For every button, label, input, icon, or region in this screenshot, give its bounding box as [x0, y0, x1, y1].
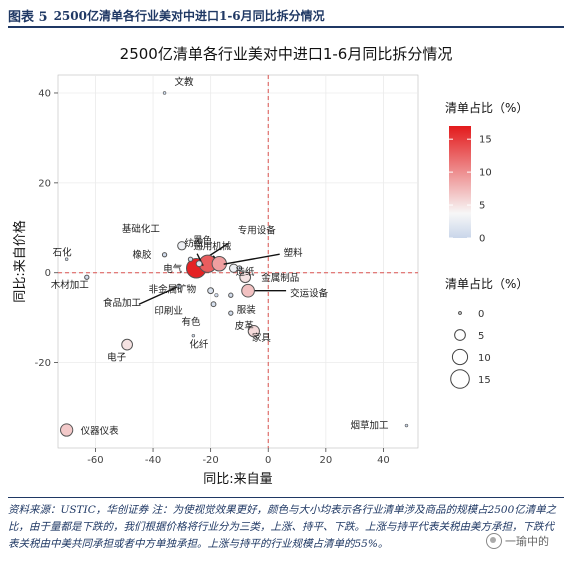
color-legend-label: 10: [479, 168, 492, 179]
point-label: 有色: [182, 316, 202, 328]
point-label: 印刷业: [154, 305, 183, 317]
point-label: 塑料: [284, 247, 304, 259]
size-legend-label: 5: [478, 331, 484, 342]
data-point: [84, 274, 90, 280]
data-point: [241, 283, 255, 298]
point-label: 文教: [175, 76, 195, 88]
data-point: [214, 293, 219, 298]
x-axis-title: 同比:来自量: [203, 472, 272, 487]
size-legend-label: 15: [478, 375, 491, 386]
watermark-text: 一瑜中的: [505, 535, 549, 548]
x-tick-label: 0: [265, 455, 271, 466]
data-point: [239, 271, 252, 284]
point-label: 非金属矿物: [149, 284, 197, 296]
y-tick-label: 0: [45, 268, 51, 279]
data-point: [228, 310, 234, 316]
y-tick-label: 40: [38, 88, 51, 99]
x-tick-label: 40: [377, 455, 390, 466]
scatter-chart: 2500亿清单各行业美对中进口1-6月同比拆分情况 -60 -40 -20 0 20 40…: [12, 45, 528, 487]
data-point: [247, 325, 260, 338]
data-point: [121, 338, 133, 351]
figure-label: 图表 5: [8, 9, 48, 25]
size-legend-label: 0: [478, 309, 484, 320]
point-label: 服装: [237, 304, 257, 316]
point-label: 石化: [53, 246, 73, 258]
point-label: 烟草加工: [350, 420, 389, 432]
x-tick-label: -40: [145, 455, 161, 466]
size-legend-label: 10: [478, 353, 491, 364]
point-label: 仪器仪表: [81, 425, 120, 437]
point-label: 电气: [163, 263, 183, 275]
figure-title: 2500亿清单各行业美对中进口1-6月同比拆分情况: [53, 8, 325, 23]
data-point: [404, 423, 409, 428]
source-note: 资料来源：USTIC，华创证券 注：为使视觉效果更好，颜色与大小均表示各行业清单…: [8, 504, 557, 550]
y-tick-label: -20: [35, 358, 51, 369]
point-label: 基础化工: [122, 223, 161, 235]
header-divider: [8, 26, 564, 28]
figure-header: 图表 5 2500亿清单各行业美对中进口1-6月同比拆分情况: [8, 4, 564, 26]
point-label: 黑色: [193, 235, 213, 247]
wechat-logo-icon: [486, 533, 502, 549]
point-label: 电子: [107, 352, 127, 364]
size-legend-key: [454, 329, 466, 341]
legends: 清单占比（%） 15 10 5 0 清单占比（%） 0 5 10 15: [445, 100, 528, 389]
point-label: 交运设备: [290, 288, 329, 300]
source-divider: [8, 497, 564, 498]
data-point: [161, 252, 168, 258]
data-point: [176, 283, 182, 289]
point-label: 通用机械: [193, 241, 232, 253]
data-point: [191, 333, 196, 338]
point-label: 家具: [252, 332, 272, 344]
plot-area: -60 -40 -20 0 20 40 -20 0 20 40 同比:来自量 同比:来自价格 文教石化木…: [12, 74, 419, 487]
x-tick-label: 20: [319, 455, 332, 466]
point-label: 金属制品: [261, 272, 299, 284]
size-legend-key: [458, 311, 462, 315]
color-legend-label: 5: [479, 201, 485, 212]
leader-line: [223, 253, 280, 265]
data-point: [64, 257, 69, 261]
point-label: 橡胶: [133, 249, 153, 261]
data-point: [228, 292, 234, 298]
color-legend-title: 清单占比（%）: [445, 100, 528, 115]
data-point: [207, 287, 215, 295]
color-legend-label: 15: [479, 135, 492, 146]
color-bar: [449, 126, 471, 238]
point-label: 专用设备: [238, 225, 277, 237]
color-legend-label: 0: [479, 234, 485, 245]
chart-title: 2500亿清单各行业美对中进口1-6月同比拆分情况: [120, 45, 453, 63]
size-legend-key: [451, 348, 469, 366]
x-tick-label: -20: [202, 455, 218, 466]
data-point: [236, 265, 243, 272]
y-tick-label: 20: [38, 178, 51, 189]
point-label: 木材加工: [51, 279, 90, 291]
data-point: [187, 256, 194, 262]
data-point: [60, 423, 74, 437]
watermark: 一瑜中的: [486, 533, 549, 549]
point-label: 造纸: [235, 266, 255, 278]
point-label: 皮革: [235, 320, 255, 332]
data-point: [195, 260, 203, 268]
point-label: 化纤: [189, 339, 209, 351]
y-axis-title: 同比:来自价格: [12, 220, 28, 302]
data-point: [162, 91, 167, 95]
point-label: 纺织: [184, 237, 203, 249]
size-legend-key: [450, 369, 470, 389]
leader-line: [138, 285, 180, 305]
data-point: [177, 241, 187, 251]
size-legend-title: 清单占比（%）: [445, 276, 528, 291]
data-point: [210, 301, 217, 308]
x-tick-label: -60: [87, 455, 103, 466]
point-label: 食品加工: [103, 297, 142, 309]
